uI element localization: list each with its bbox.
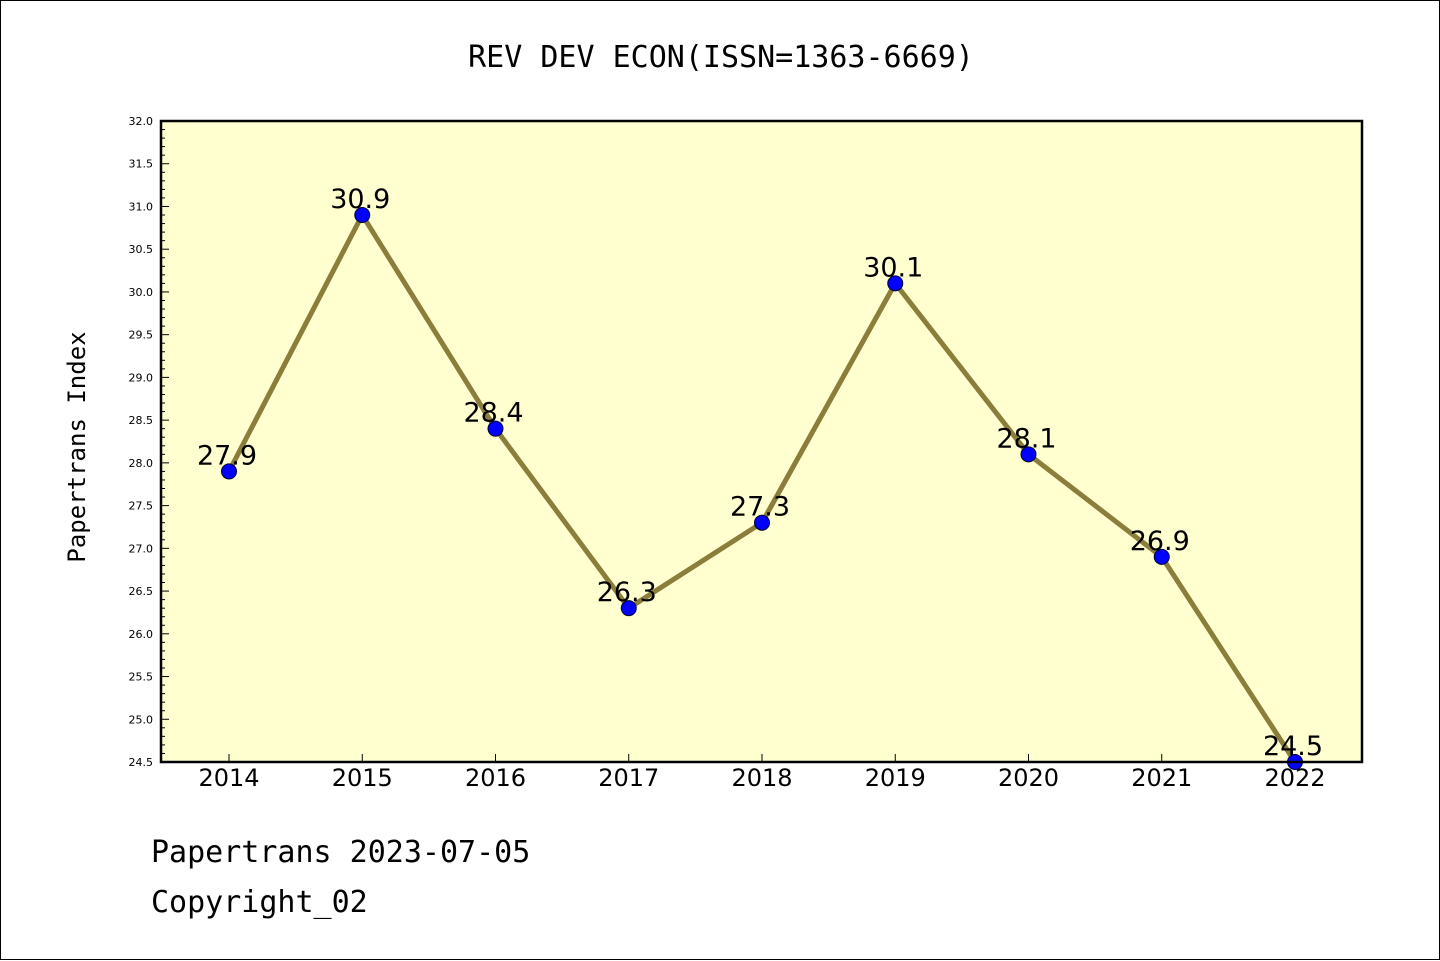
data-label: 28.1 bbox=[996, 423, 1056, 454]
x-tick-label: 2015 bbox=[332, 764, 393, 792]
y-tick-label: 29.5 bbox=[129, 329, 154, 342]
plot-border bbox=[159, 119, 1364, 764]
y-tick-label: 24.5 bbox=[129, 756, 154, 769]
y-tick-label: 30.5 bbox=[129, 243, 154, 256]
data-point bbox=[221, 463, 237, 480]
y-axis-label: Papertrans Index bbox=[63, 331, 91, 562]
chart-title: REV DEV ECON(ISSN=1363-6669) bbox=[468, 40, 974, 75]
x-tick-label: 2020 bbox=[998, 764, 1059, 792]
data-label: 28.4 bbox=[463, 398, 523, 429]
data-label: 24.5 bbox=[1263, 731, 1323, 762]
y-tick-label: 30.0 bbox=[129, 286, 154, 299]
data-point bbox=[620, 600, 637, 617]
y-tick-label: 27.0 bbox=[129, 542, 154, 555]
y-tick-label: 31.5 bbox=[129, 158, 154, 171]
y-tick-label: 28.0 bbox=[129, 457, 154, 470]
plot-area bbox=[161, 121, 1362, 762]
y-tick-label: 29.0 bbox=[129, 371, 154, 384]
series-layer: 27.9 30.9 28.4 26.3 27.3 30.1 28.1 26.9 24.5 bbox=[197, 184, 1323, 770]
y-tick-label: 26.5 bbox=[129, 585, 154, 598]
data-point bbox=[887, 275, 904, 292]
y-tick-label: 32.0 bbox=[129, 115, 154, 128]
footer-date: Papertrans 2023-07-05 bbox=[151, 835, 531, 870]
y-tick-label: 28.5 bbox=[129, 414, 154, 427]
data-label: 30.9 bbox=[330, 184, 390, 215]
x-tick-label: 2016 bbox=[465, 764, 526, 792]
footer-copyright: Copyright_02 bbox=[151, 885, 368, 920]
y-tick-label: 31.0 bbox=[129, 200, 154, 213]
x-tick-label: 2019 bbox=[865, 764, 926, 792]
x-tick-label: 2014 bbox=[198, 764, 259, 792]
data-point bbox=[354, 207, 371, 224]
data-point bbox=[487, 420, 504, 437]
y-tick-label: 25.5 bbox=[129, 671, 154, 684]
y-tick-label: 27.5 bbox=[129, 500, 154, 513]
data-label: 30.1 bbox=[863, 252, 923, 283]
x-tick-label: 2017 bbox=[598, 764, 659, 792]
y-tick-label: 25.0 bbox=[129, 713, 154, 726]
data-point bbox=[1020, 446, 1037, 463]
data-label: 27.3 bbox=[730, 492, 790, 523]
data-label: 26.3 bbox=[597, 577, 657, 608]
data-label: 27.9 bbox=[197, 440, 257, 471]
data-label: 26.9 bbox=[1130, 526, 1190, 557]
x-tick-label: 2018 bbox=[731, 764, 792, 792]
data-point bbox=[1153, 548, 1170, 565]
data-point bbox=[754, 514, 770, 531]
x-tick-label: 2021 bbox=[1131, 764, 1192, 792]
ticks-layer: 24.5 25.0 25.5 26.0 26.5 27.0 27.5 28.0 28.5 29.0… bbox=[129, 115, 1326, 792]
y-tick-label: 26.0 bbox=[129, 628, 154, 641]
